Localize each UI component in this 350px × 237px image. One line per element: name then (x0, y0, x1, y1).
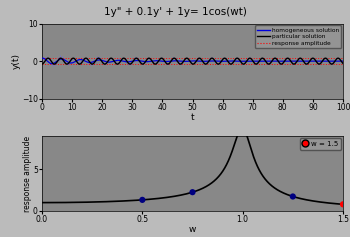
X-axis label: t: t (191, 113, 194, 122)
Y-axis label: response amplitude: response amplitude (22, 135, 32, 212)
Point (190, 190, 195, 194)
Legend: w = 1.5: w = 1.5 (300, 138, 341, 150)
Legend: homogeneous solution, particular solution, response amplitude: homogeneous solution, particular solutio… (255, 25, 341, 48)
Point (290, 195, 296, 198)
Point (340, 202, 346, 206)
Point (240, 126, 245, 130)
Point (140, 198, 145, 202)
X-axis label: w: w (189, 225, 196, 234)
Y-axis label: y(t): y(t) (12, 53, 20, 69)
Text: 1y" + 0.1y' + 1y= 1cos(wt): 1y" + 0.1y' + 1y= 1cos(wt) (104, 7, 246, 17)
